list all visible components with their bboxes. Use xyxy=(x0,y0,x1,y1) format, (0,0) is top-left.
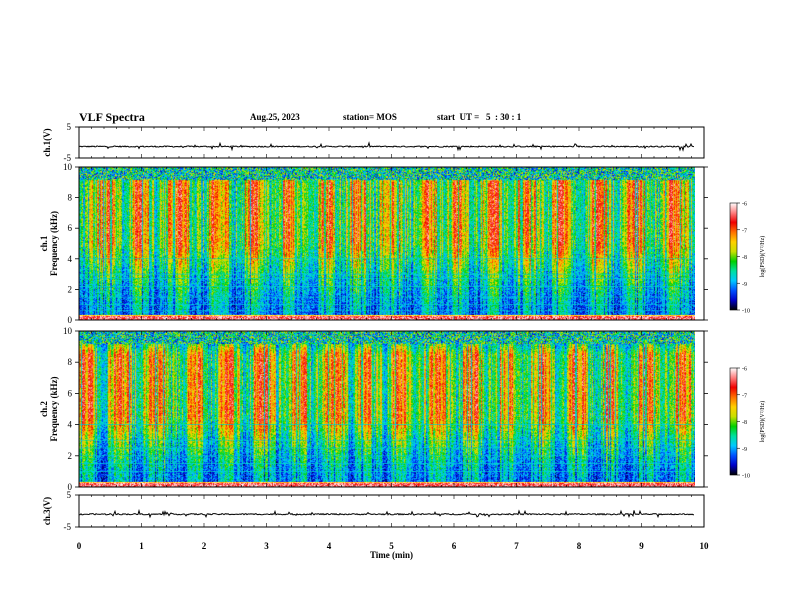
y-tick-label: 8 xyxy=(68,357,73,367)
chart-title: VLF Spectra xyxy=(79,110,145,124)
colorbar-label: log(PSD)(V²/Hz) xyxy=(759,401,766,442)
y-tick-label: 4 xyxy=(68,254,73,264)
y-tick-label: 2 xyxy=(68,284,73,294)
y-tick-label: 10 xyxy=(63,326,73,336)
colorbar-tick-label: -7 xyxy=(742,228,747,234)
x-tick-label: 1 xyxy=(139,541,144,551)
y-axis-label: ch.3(V) xyxy=(42,497,52,525)
x-tick-label: 0 xyxy=(77,541,82,551)
x-tick-label: 2 xyxy=(202,541,207,551)
spectrogram-image xyxy=(79,331,695,487)
y-tick-label: -5 xyxy=(64,522,72,532)
y-tick-label: 2 xyxy=(68,451,73,461)
y-tick-label: 0 xyxy=(68,315,73,325)
colorbar xyxy=(729,367,738,476)
x-tick-label: 9 xyxy=(639,541,644,551)
y-tick-label: -5 xyxy=(64,153,72,163)
colorbar-tick-label: -7 xyxy=(742,393,747,399)
channel-label: ch.2 xyxy=(39,401,49,417)
colorbar-tick-label: -10 xyxy=(742,474,750,480)
x-tick-label: 3 xyxy=(264,541,269,551)
waveform-trace xyxy=(78,508,694,519)
y-axis-label: Frequency (kHz) xyxy=(49,211,59,276)
x-tick-label: 10 xyxy=(700,541,710,551)
y-tick-label: 8 xyxy=(68,193,73,203)
x-tick-label: 6 xyxy=(452,541,457,551)
y-tick-label: 5 xyxy=(67,490,72,500)
x-axis-label: Time (min) xyxy=(370,550,413,560)
x-tick-label: 5 xyxy=(389,541,394,551)
start-time-label: start UT = 5 : 30 : 1 xyxy=(437,112,522,122)
channel-label: ch.1 xyxy=(39,235,49,251)
y-tick-label: 10 xyxy=(63,162,73,172)
colorbar-tick-label: -10 xyxy=(742,309,750,315)
panel-frame xyxy=(78,126,705,159)
y-tick-label: 6 xyxy=(68,388,73,398)
y-tick-label: 5 xyxy=(67,122,72,132)
date-label: Aug.25, 2023 xyxy=(250,112,300,122)
colorbar-tick-label: -9 xyxy=(742,447,747,453)
x-tick-label: 7 xyxy=(514,541,519,551)
colorbar-tick-label: -8 xyxy=(742,420,747,426)
y-tick-label: 4 xyxy=(68,420,73,430)
waveform-trace xyxy=(78,141,695,152)
colorbar-tick-label: -6 xyxy=(742,367,747,373)
panel-frame xyxy=(78,494,705,528)
y-tick-label: 0 xyxy=(68,482,73,492)
x-tick-label: 8 xyxy=(577,541,582,551)
spectrogram-image xyxy=(79,167,695,320)
y-axis-label: Frequency (kHz) xyxy=(49,376,59,441)
colorbar-tick-label: -8 xyxy=(742,255,747,261)
y-tick-label: 6 xyxy=(68,223,73,233)
colorbar-label: log(PSD)(V²/Hz) xyxy=(759,236,766,277)
x-tick-label: 4 xyxy=(327,541,332,551)
station-label: station= MOS xyxy=(343,112,397,122)
colorbar-tick-label: -9 xyxy=(742,282,747,288)
colorbar xyxy=(729,202,738,311)
colorbar-tick-label: -6 xyxy=(742,202,747,208)
y-axis-label: ch.1(V) xyxy=(42,128,52,156)
